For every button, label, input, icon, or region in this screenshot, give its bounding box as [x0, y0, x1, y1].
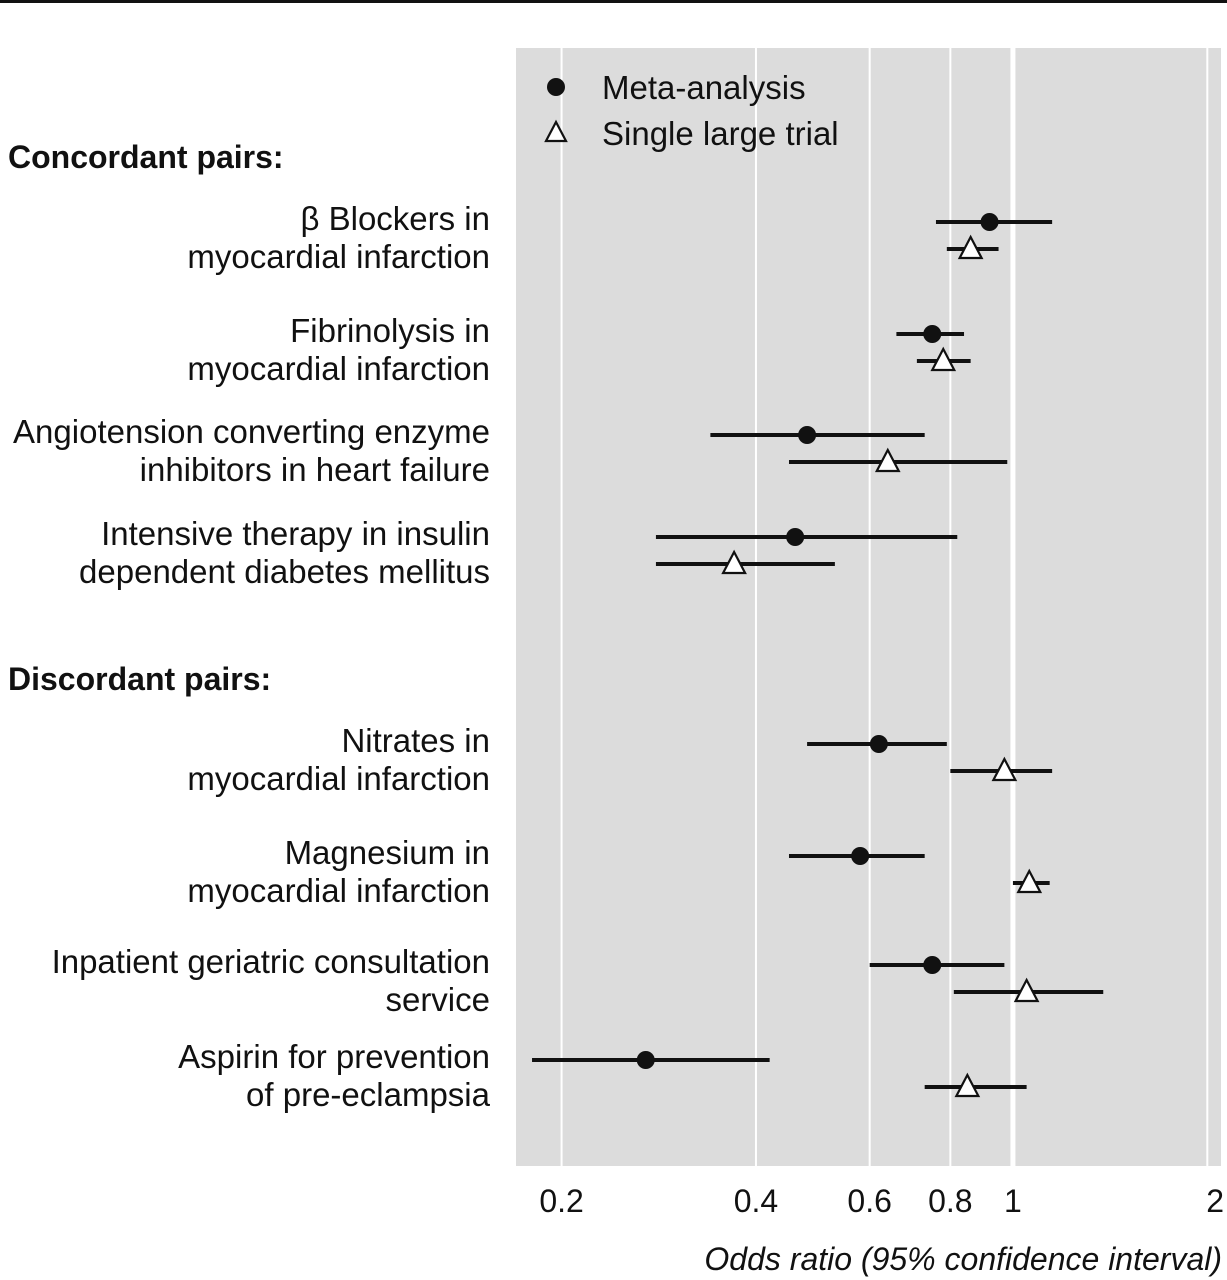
single-trial-point: [954, 1072, 981, 1098]
group-heading: Discordant pairs:: [8, 661, 271, 697]
meta-analysis-point: [980, 213, 999, 231]
row-label-line: Aspirin for prevention: [178, 1038, 490, 1075]
row-label-line: inhibitors in heart failure: [140, 451, 490, 488]
row-label-line: Nitrates in: [341, 722, 490, 759]
x-axis-title: Odds ratio (95% confidence interval): [704, 1241, 1222, 1277]
row-label-line: Angiotension converting enzyme: [13, 413, 490, 450]
x-tick-label: 2: [1206, 1183, 1224, 1219]
row-label-line: myocardial infarction: [187, 350, 490, 387]
single-trial-point: [721, 549, 747, 575]
row-label-line: β Blockers in: [300, 200, 490, 237]
x-axis-ticks: 0.2 0.4 0.6 0.8 1 2: [539, 1183, 1224, 1219]
single-trial-point: [957, 234, 984, 260]
meta-analysis-point: [636, 1051, 655, 1069]
legend-meta-analysis-marker: [547, 78, 565, 96]
row-label-line: Magnesium in: [285, 834, 490, 871]
meta-analysis-point: [923, 325, 942, 343]
row-labels: Concordant pairs:β Blockers inmyocardial…: [8, 139, 491, 1113]
legend-single-trial-label: Single large trial: [602, 115, 839, 152]
row-label-line: of pre-eclampsia: [246, 1076, 491, 1113]
row-label-line: myocardial infarction: [187, 872, 490, 909]
meta-analysis-point: [798, 426, 817, 444]
meta-analysis-point: [869, 735, 888, 753]
row-label-line: service: [385, 981, 490, 1018]
row-label-line: dependent diabetes mellitus: [79, 553, 490, 590]
row-label-line: myocardial infarction: [187, 760, 490, 797]
chart-marks: [532, 213, 1104, 1098]
x-tick-label: 0.8: [928, 1183, 972, 1219]
meta-analysis-point: [786, 528, 805, 546]
single-trial-point: [930, 346, 957, 372]
legend-meta-analysis-label: Meta-analysis: [602, 69, 806, 106]
legend-single-trial-marker: [544, 119, 568, 143]
single-trial-point: [874, 447, 901, 473]
single-trial-point: [991, 756, 1018, 782]
row-label-line: Fibrinolysis in: [290, 312, 490, 349]
x-tick-label: 1: [1004, 1183, 1022, 1219]
x-tick-label: 0.6: [847, 1183, 891, 1219]
x-tick-label: 0.2: [539, 1183, 583, 1219]
meta-analysis-point: [923, 956, 942, 974]
legend: Meta-analysis Single large trial: [544, 69, 839, 152]
single-trial-point: [1016, 868, 1043, 894]
row-label-line: Inpatient geriatric consultation: [52, 943, 490, 980]
top-rule: [0, 0, 1227, 3]
row-label-line: Intensive therapy in insulin: [101, 515, 490, 552]
single-trial-point: [1013, 977, 1040, 1003]
group-heading: Concordant pairs:: [8, 139, 284, 175]
row-label-line: myocardial infarction: [187, 238, 490, 275]
x-tick-label: 0.4: [734, 1183, 778, 1219]
meta-analysis-point: [851, 847, 870, 865]
plot-background: [516, 48, 1221, 1166]
